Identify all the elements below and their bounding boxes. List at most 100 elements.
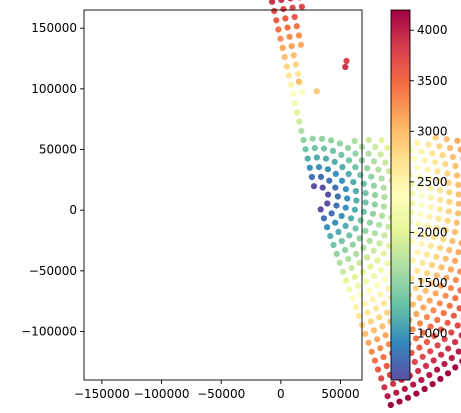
scatter-point-449 xyxy=(438,351,445,358)
scatter-point-308 xyxy=(288,43,295,50)
y-tick-label-2: 0 xyxy=(69,203,77,217)
scatter-point-234 xyxy=(424,270,431,277)
scatter-point-89 xyxy=(365,150,372,157)
scatter-point-487 xyxy=(448,354,455,362)
scatter-point-286 xyxy=(413,310,420,318)
scatter-point-96 xyxy=(363,254,371,261)
scatter-point-51 xyxy=(329,147,337,154)
scatter-point-157 xyxy=(381,276,388,283)
scatter-point-49 xyxy=(345,157,353,164)
scatter-point-450 xyxy=(445,345,452,352)
scatter-point-226 xyxy=(367,318,374,325)
scatter-point-413 xyxy=(434,342,441,349)
scatter-point-209 xyxy=(419,259,426,266)
scatter-point-275 xyxy=(449,153,457,161)
scatter-point-83 xyxy=(380,203,387,210)
scatter-point-382 xyxy=(444,319,451,326)
scatter-point-213 xyxy=(433,224,440,232)
scatter-point-525 xyxy=(452,364,459,371)
scatter-point-116 xyxy=(374,257,381,264)
scatter-point-117 xyxy=(380,250,387,257)
scatter-point-307 xyxy=(297,41,305,48)
x-axis: −150000 −100000 −50000 0 50000 xyxy=(74,380,360,401)
y-tick-label-0: −100000 xyxy=(21,324,77,338)
colorbar-tick-label-1: 1500 xyxy=(417,276,448,290)
scatter-point-169 xyxy=(416,173,423,180)
scatter-point-316 xyxy=(416,320,424,327)
scatter-point-179 xyxy=(377,291,384,298)
scatter-point-64 xyxy=(370,182,377,189)
scatter-point-95 xyxy=(356,260,363,267)
scatter-point-20 xyxy=(332,170,339,177)
scatter-point-295 xyxy=(458,240,461,247)
scatter-point-59 xyxy=(362,227,369,234)
scatter-point-39 xyxy=(338,237,345,245)
scatter-point-378 xyxy=(416,344,423,351)
scatter-point-75 xyxy=(336,259,343,266)
scatter-point-287 xyxy=(420,304,427,311)
scatter-point-32 xyxy=(345,170,352,178)
scatter-point-310 xyxy=(368,348,375,355)
scatter-point-260 xyxy=(422,287,429,294)
scatter-point-305 xyxy=(457,146,461,153)
scatter-point-292 xyxy=(447,266,454,273)
scatter-point-27 xyxy=(348,215,355,222)
scatter-point-80 xyxy=(371,230,378,237)
scatter-point-522 xyxy=(429,381,436,388)
scatter-point-53 xyxy=(311,145,318,152)
scatter-point-312 xyxy=(385,341,392,348)
scatter-point-202 xyxy=(372,305,379,312)
scatter-point-233 xyxy=(418,277,425,284)
scatter-points xyxy=(269,0,461,409)
scatter-point-12 xyxy=(308,173,315,181)
scatter-point-17 xyxy=(344,195,351,202)
scatter-point-54 xyxy=(302,146,309,153)
scatter-point-111 xyxy=(296,118,303,125)
scatter-point-36 xyxy=(313,154,320,161)
scatter-point-443 xyxy=(390,380,397,387)
scatter-point-238 xyxy=(440,236,447,243)
scatter-point-45 xyxy=(362,190,369,197)
scatter-point-19 xyxy=(338,177,346,184)
scatter-point-485 xyxy=(434,366,441,373)
scatter-point-0 xyxy=(317,206,324,213)
scatter-point-134 xyxy=(363,278,370,285)
scatter-point-88 xyxy=(370,158,378,165)
scatter-point-25 xyxy=(335,228,342,235)
scatter-point-187 xyxy=(421,231,429,239)
scatter-point-293 xyxy=(451,257,459,264)
scatter-point-94 xyxy=(348,264,355,271)
scatter-point-145 xyxy=(409,190,416,197)
scatter-point-318 xyxy=(430,307,437,314)
scatter-point-91 xyxy=(351,137,358,145)
scatter-point-84 xyxy=(381,194,388,201)
scatter-point-114 xyxy=(359,269,366,276)
scatter-point-197 xyxy=(414,140,421,147)
scatter-point-200 xyxy=(355,313,362,320)
scatter-point-483 xyxy=(418,376,425,384)
scatter-point-100 xyxy=(385,223,392,230)
scatter-point-144 xyxy=(409,200,416,207)
scatter-point-6 xyxy=(328,210,335,217)
scatter-point-341 xyxy=(371,357,378,364)
scatter-point-73 xyxy=(309,135,316,142)
scatter-point-23 xyxy=(306,164,313,171)
scatter-point-288 xyxy=(426,297,433,304)
scatter-point-524 xyxy=(444,370,452,377)
scatter-point-439 xyxy=(289,4,296,11)
scatter-point-72 xyxy=(318,135,326,142)
scatter-point-290 xyxy=(438,282,445,289)
scatter-point-167 xyxy=(418,192,425,199)
scatter-point-71 xyxy=(328,137,335,144)
colorbar xyxy=(390,9,411,381)
scatter-point-247 xyxy=(439,152,446,159)
scatter-point-22 xyxy=(315,164,323,171)
scatter-point-192 xyxy=(427,185,434,192)
scatter-point-68 xyxy=(352,150,359,157)
scatter-point-176 xyxy=(352,304,359,311)
scatter-point-87 xyxy=(375,166,382,173)
scatter-point-414 xyxy=(441,336,448,343)
scatter-point-153 xyxy=(349,295,356,302)
scatter-point-227 xyxy=(376,314,383,321)
scatter-point-306 xyxy=(454,137,461,144)
